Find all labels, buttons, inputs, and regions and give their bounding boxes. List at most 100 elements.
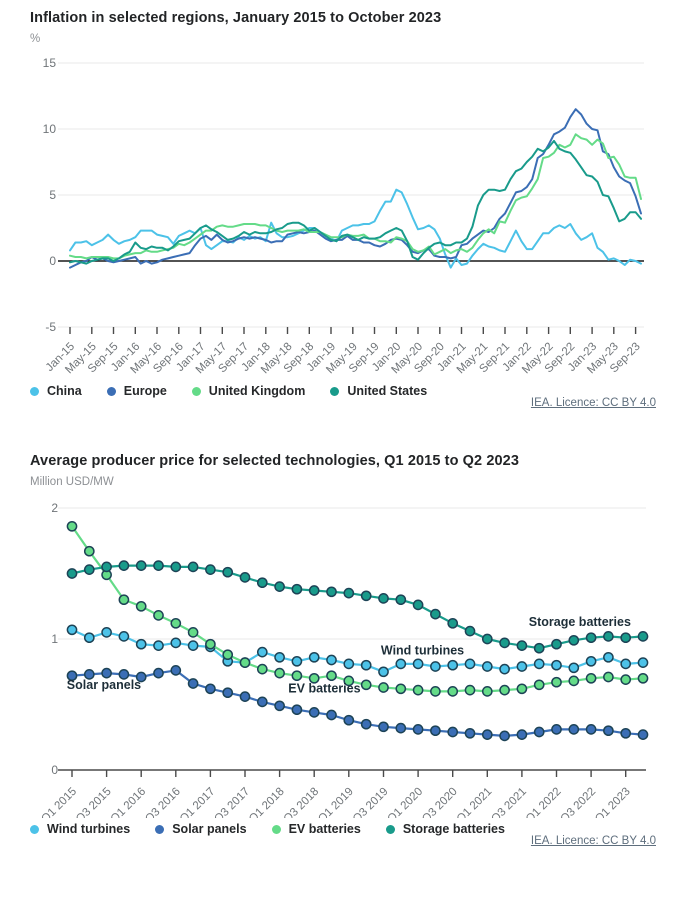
data-point-solar-panels[interactable] — [170, 665, 182, 676]
data-point-solar-panels[interactable] — [274, 700, 285, 712]
data-point-solar-panels[interactable] — [135, 671, 147, 683]
legend-item-united-kingdom[interactable]: United Kingdom — [191, 384, 305, 398]
data-point-solar-panels[interactable] — [568, 724, 580, 735]
data-point-solar-panels[interactable] — [620, 727, 632, 739]
data-point-storage-batteries[interactable] — [499, 637, 510, 649]
data-point-solar-panels[interactable] — [187, 678, 199, 689]
data-point-ev-batteries[interactable] — [256, 663, 268, 675]
data-point-storage-batteries[interactable] — [412, 599, 424, 611]
data-point-ev-batteries[interactable] — [481, 686, 493, 697]
data-point-ev-batteries[interactable] — [603, 671, 614, 683]
data-point-storage-batteries[interactable] — [533, 642, 545, 654]
data-point-solar-panels[interactable] — [66, 670, 78, 682]
data-point-ev-batteries[interactable] — [378, 682, 389, 693]
data-point-storage-batteries[interactable] — [256, 577, 268, 589]
legend-item-europe[interactable]: Europe — [106, 384, 167, 398]
legend-item-solar-panels[interactable]: Solar panels — [155, 822, 247, 836]
data-point-storage-batteries[interactable] — [603, 631, 614, 642]
data-point-wind-turbines[interactable] — [256, 646, 268, 658]
data-point-ev-batteries[interactable] — [447, 686, 459, 697]
data-point-solar-panels[interactable] — [101, 667, 112, 679]
series-line-wind-turbines[interactable] — [70, 628, 645, 673]
data-point-ev-batteries[interactable] — [222, 649, 234, 661]
data-point-ev-batteries[interactable] — [308, 672, 320, 684]
data-point-wind-turbines[interactable] — [187, 640, 199, 651]
data-point-wind-turbines[interactable] — [412, 658, 424, 670]
data-point-ev-batteries[interactable] — [430, 686, 441, 697]
inflation-line-chart[interactable]: 15 10 5 0 -5Jan-15May-15Sep-15Jan-16May-16Se… — [0, 45, 684, 380]
data-point-ev-batteries[interactable] — [464, 684, 476, 696]
series-line-storage-batteries[interactable] — [70, 564, 645, 650]
data-point-storage-batteries[interactable] — [378, 593, 389, 604]
data-point-storage-batteries[interactable] — [343, 587, 355, 599]
data-point-ev-batteries[interactable] — [118, 594, 130, 606]
data-point-solar-panels[interactable] — [378, 721, 389, 733]
data-point-solar-panels[interactable] — [412, 724, 424, 735]
data-point-storage-batteries[interactable] — [637, 631, 649, 642]
data-point-ev-batteries[interactable] — [66, 520, 78, 532]
data-point-wind-turbines[interactable] — [637, 657, 649, 668]
licence-link[interactable]: IEA. Licence: CC BY 4.0 — [530, 835, 656, 847]
data-point-wind-turbines[interactable] — [274, 651, 285, 663]
data-point-ev-batteries[interactable] — [326, 670, 337, 682]
legend-item-ev-batteries[interactable]: EV batteries — [271, 822, 361, 836]
data-point-solar-panels[interactable] — [222, 687, 234, 699]
data-point-wind-turbines[interactable] — [118, 631, 130, 642]
data-point-solar-panels[interactable] — [603, 725, 614, 737]
data-point-solar-panels[interactable] — [516, 729, 528, 740]
data-point-storage-batteries[interactable] — [101, 561, 112, 573]
data-point-wind-turbines[interactable] — [378, 666, 389, 678]
data-point-ev-batteries[interactable] — [551, 676, 562, 688]
data-point-wind-turbines[interactable] — [447, 659, 459, 671]
data-point-solar-panels[interactable] — [205, 683, 216, 695]
data-point-ev-batteries[interactable] — [187, 627, 199, 638]
data-point-wind-turbines[interactable] — [101, 627, 112, 638]
data-point-solar-panels[interactable] — [551, 724, 562, 735]
data-point-storage-batteries[interactable] — [430, 608, 441, 620]
data-point-wind-turbines[interactable] — [620, 658, 632, 670]
series-line-solar-panels[interactable] — [70, 669, 645, 737]
data-point-solar-panels[interactable] — [153, 667, 164, 679]
data-point-ev-batteries[interactable] — [395, 683, 407, 695]
data-point-storage-batteries[interactable] — [205, 564, 216, 575]
data-point-solar-panels[interactable] — [256, 696, 268, 708]
data-point-wind-turbines[interactable] — [153, 640, 164, 651]
data-point-solar-panels[interactable] — [637, 729, 649, 740]
data-point-solar-panels[interactable] — [239, 691, 251, 702]
data-point-wind-turbines[interactable] — [291, 655, 303, 667]
data-point-solar-panels[interactable] — [118, 669, 130, 680]
data-point-wind-turbines[interactable] — [603, 651, 614, 663]
data-point-ev-batteries[interactable] — [516, 683, 528, 695]
data-point-ev-batteries[interactable] — [343, 675, 355, 687]
data-point-wind-turbines[interactable] — [430, 661, 441, 672]
data-point-solar-panels[interactable] — [447, 726, 459, 738]
data-point-solar-panels[interactable] — [326, 709, 337, 721]
data-point-wind-turbines[interactable] — [66, 624, 78, 636]
data-point-storage-batteries[interactable] — [447, 617, 459, 629]
data-point-wind-turbines[interactable] — [308, 651, 320, 663]
data-point-storage-batteries[interactable] — [551, 638, 562, 650]
data-point-ev-batteries[interactable] — [585, 672, 597, 684]
data-point-solar-panels[interactable] — [291, 704, 303, 716]
data-point-wind-turbines[interactable] — [343, 658, 355, 670]
data-point-storage-batteries[interactable] — [308, 585, 320, 596]
series-line-china[interactable] — [69, 188, 642, 269]
data-point-storage-batteries[interactable] — [153, 560, 164, 571]
series-line-ev-batteries[interactable] — [70, 525, 645, 693]
data-point-ev-batteries[interactable] — [533, 679, 545, 691]
data-point-wind-turbines[interactable] — [83, 632, 95, 644]
data-point-wind-turbines[interactable] — [464, 658, 476, 670]
data-point-wind-turbines[interactable] — [499, 663, 510, 675]
data-point-storage-batteries[interactable] — [620, 632, 632, 644]
data-point-solar-panels[interactable] — [585, 724, 597, 735]
data-point-storage-batteries[interactable] — [291, 583, 303, 595]
data-point-wind-turbines[interactable] — [360, 659, 372, 671]
data-point-ev-batteries[interactable] — [291, 670, 303, 682]
data-point-wind-turbines[interactable] — [551, 659, 562, 671]
data-point-ev-batteries[interactable] — [83, 545, 95, 557]
data-point-solar-panels[interactable] — [308, 707, 320, 718]
data-point-ev-batteries[interactable] — [274, 667, 285, 679]
data-point-wind-turbines[interactable] — [326, 654, 337, 666]
data-point-storage-batteries[interactable] — [170, 561, 182, 573]
